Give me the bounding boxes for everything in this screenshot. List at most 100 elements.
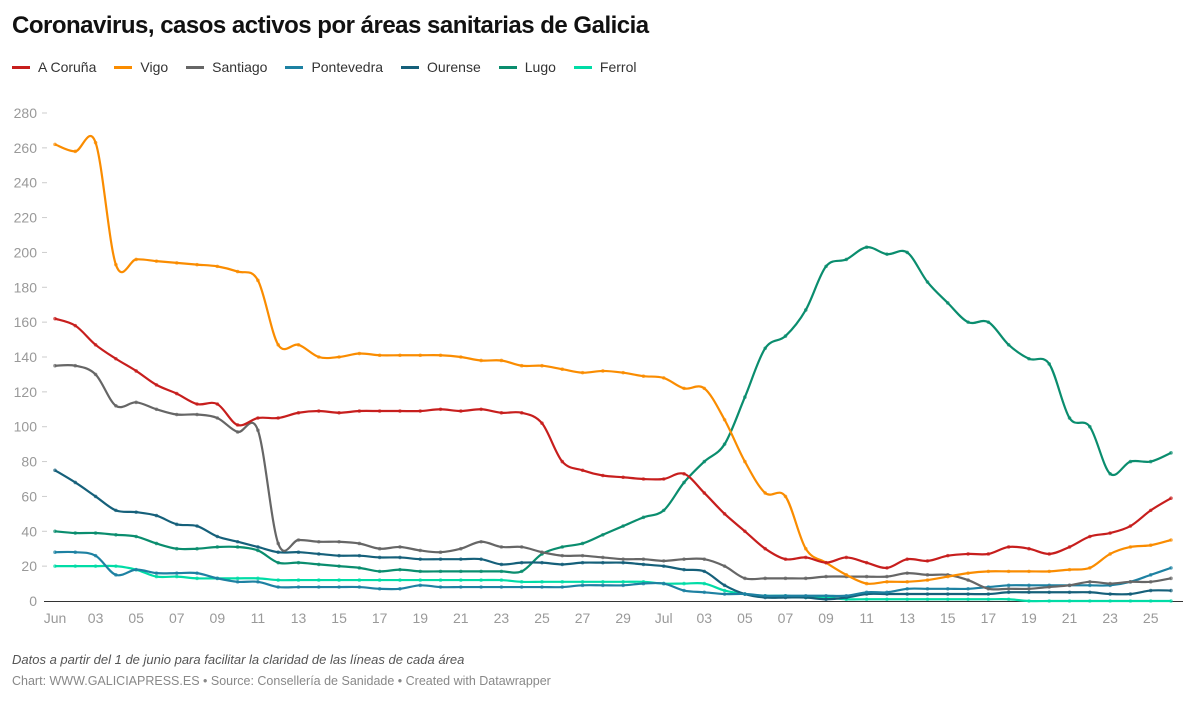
series-line-santiago: [54, 363, 1172, 591]
data-point-ourense: [722, 583, 727, 588]
y-tick-label: 260: [14, 140, 38, 156]
data-point-vigo: [1128, 545, 1133, 549]
data-point-lugo: [154, 541, 159, 546]
x-tick-label: Jun: [44, 610, 67, 626]
data-point-vigo: [1047, 569, 1052, 574]
data-point-pontevedra: [682, 588, 686, 593]
data-point-ferrol: [418, 578, 423, 582]
data-point-lugo: [702, 459, 707, 464]
data-point-ourense: [459, 557, 463, 561]
data-point-santiago: [905, 571, 910, 575]
data-point-lugo: [1169, 451, 1173, 455]
data-point-vigo: [337, 355, 341, 359]
data-point-lugo: [803, 308, 808, 312]
data-point-lugo: [519, 569, 524, 574]
legend-item: Vigo: [114, 59, 168, 75]
data-point-vigo: [580, 370, 585, 375]
x-tick-label: 15: [331, 610, 347, 626]
data-point-santiago: [1027, 587, 1031, 591]
data-point-lugo: [722, 442, 727, 446]
data-point-ferrol: [499, 578, 504, 582]
data-point-ourense: [256, 545, 260, 549]
data-point-ferrol: [1006, 597, 1011, 602]
data-point-santiago: [215, 416, 220, 420]
data-point-ourense: [316, 552, 321, 556]
data-point-santiago: [438, 550, 443, 554]
data-point-acoruna: [966, 552, 970, 556]
data-point-pontevedra: [905, 587, 910, 591]
data-point-vigo: [73, 149, 78, 154]
data-point-pontevedra: [946, 587, 950, 591]
data-point-santiago: [114, 404, 118, 408]
data-point-ferrol: [560, 580, 565, 584]
data-point-acoruna: [93, 343, 98, 347]
data-point-acoruna: [256, 416, 260, 420]
data-point-pontevedra: [519, 585, 524, 589]
data-point-acoruna: [357, 409, 362, 413]
data-point-acoruna: [824, 560, 828, 565]
data-point-vigo: [1169, 538, 1173, 542]
data-point-acoruna: [296, 410, 301, 415]
chart-source: Chart: WWW.GALICIAPRESS.ES • Source: Con…: [12, 674, 551, 688]
data-point-acoruna: [418, 409, 423, 413]
data-point-acoruna: [459, 409, 463, 413]
data-point-santiago: [925, 573, 930, 577]
y-tick-label: 40: [21, 523, 37, 539]
data-point-ferrol: [337, 578, 341, 582]
data-point-acoruna: [1148, 508, 1153, 513]
data-point-pontevedra: [560, 585, 565, 589]
data-point-acoruna: [601, 473, 605, 478]
data-point-ourense: [1108, 592, 1112, 596]
legend: A Coruña Vigo Santiago Pontevedra Ourense Lug…: [12, 59, 636, 75]
data-point-acoruna: [540, 421, 544, 426]
data-point-lugo: [641, 515, 646, 520]
data-point-lugo: [377, 569, 382, 574]
y-tick-label: 100: [14, 419, 38, 435]
data-point-ourense: [966, 592, 970, 596]
x-tick-label: 23: [1102, 610, 1118, 626]
x-tick-label: 13: [899, 610, 915, 626]
data-point-ferrol: [93, 564, 98, 568]
data-point-pontevedra: [844, 593, 849, 598]
data-point-ferrol: [276, 578, 281, 582]
data-point-acoruna: [316, 409, 321, 413]
data-point-vigo: [905, 580, 910, 584]
data-point-ourense: [276, 550, 281, 554]
x-tick-label: 07: [169, 610, 185, 626]
data-point-acoruna: [864, 560, 869, 565]
data-point-pontevedra: [93, 553, 98, 558]
data-point-pontevedra: [885, 590, 889, 595]
data-point-pontevedra: [864, 590, 869, 595]
data-point-ferrol: [1047, 599, 1052, 603]
data-point-lugo: [1088, 424, 1092, 429]
data-point-santiago: [540, 550, 544, 554]
data-point-lugo: [93, 531, 98, 535]
data-point-vigo: [1108, 552, 1112, 556]
data-point-ferrol: [235, 576, 240, 581]
data-point-vigo: [702, 386, 707, 391]
data-point-santiago: [154, 407, 159, 412]
data-point-acoruna: [803, 555, 808, 560]
data-point-pontevedra: [357, 585, 362, 589]
legend-swatch: [114, 65, 133, 69]
legend-swatch: [12, 65, 30, 69]
data-point-santiago: [661, 559, 666, 563]
data-point-lugo: [235, 545, 240, 549]
x-tick-label: 09: [210, 610, 226, 626]
data-point-vigo: [479, 358, 483, 363]
data-point-vigo: [844, 573, 849, 577]
legend-item: Pontevedra: [285, 59, 383, 75]
data-point-lugo: [114, 532, 118, 537]
data-point-vigo: [641, 374, 646, 378]
data-point-santiago: [195, 412, 199, 417]
data-point-vigo: [966, 571, 970, 575]
y-tick-label: 220: [14, 210, 38, 226]
legend-label: A Coruña: [38, 59, 97, 75]
data-point-lugo: [337, 564, 341, 568]
legend-item: Ourense: [401, 59, 481, 75]
data-point-ferrol: [195, 576, 199, 581]
data-point-acoruna: [1169, 496, 1173, 500]
data-point-pontevedra: [722, 592, 727, 596]
data-point-pontevedra: [1169, 566, 1173, 570]
data-point-acoruna: [1108, 531, 1112, 535]
